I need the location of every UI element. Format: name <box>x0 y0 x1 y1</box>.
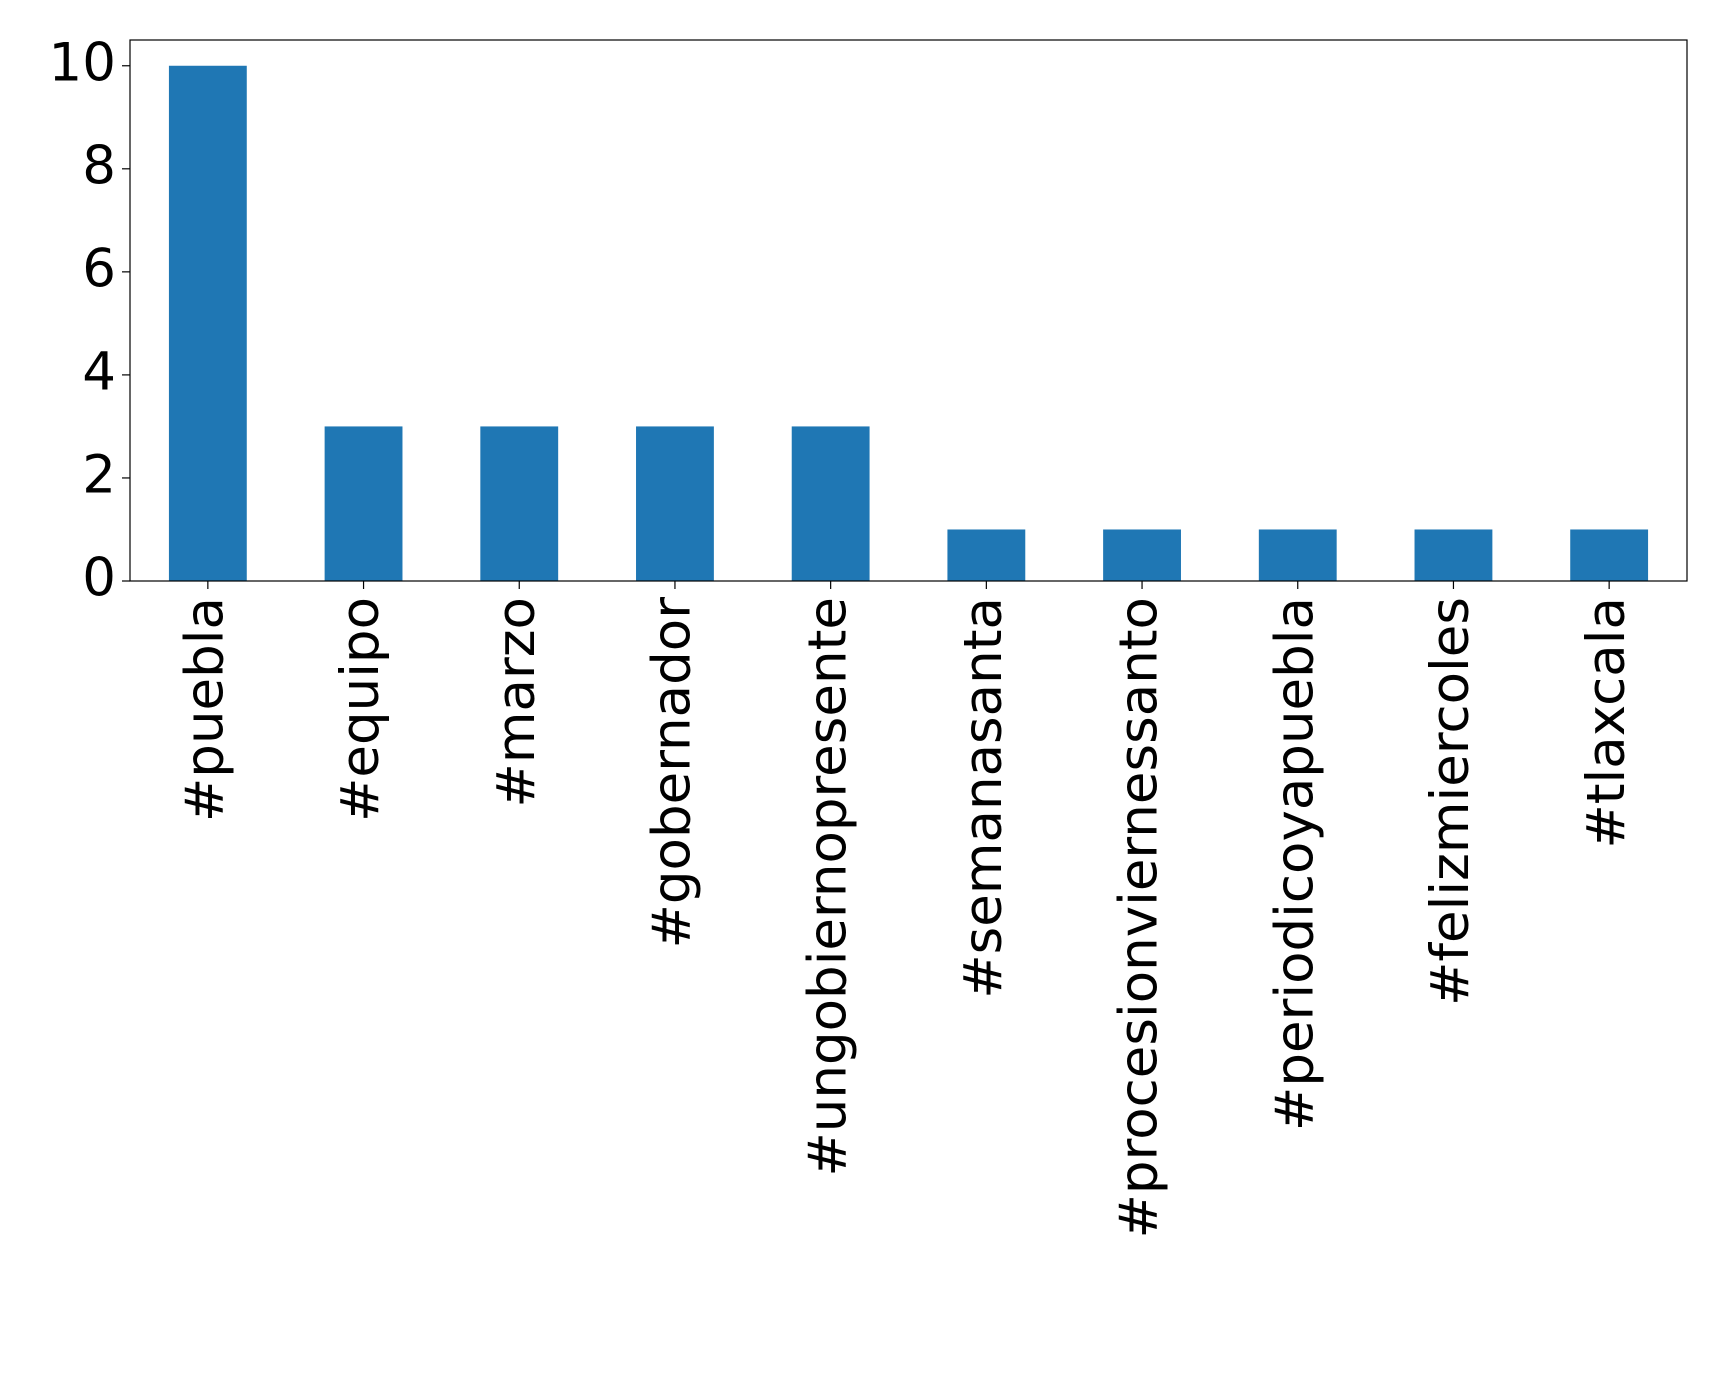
y-tick-label: 0 <box>82 548 116 609</box>
x-tick-label: #marzo <box>486 597 547 808</box>
bar <box>636 426 714 581</box>
bar <box>1258 529 1337 581</box>
bar <box>324 426 403 581</box>
y-tick-label: 2 <box>82 445 116 506</box>
x-tick-label: #puebla <box>174 597 235 822</box>
y-tick-label: 8 <box>82 135 116 196</box>
bar <box>947 529 1026 581</box>
bar <box>1103 529 1181 581</box>
bar <box>1414 529 1493 581</box>
x-tick-label: #gobernador <box>642 597 703 949</box>
y-tick-label: 6 <box>82 238 116 299</box>
bar <box>791 426 870 581</box>
x-tick-label: #equipo <box>330 597 391 822</box>
y-tick-label: 4 <box>82 342 116 403</box>
x-tick-label: #periodicoyapuebla <box>1264 597 1325 1131</box>
x-tick-label: #procesionviernessanto <box>1109 597 1170 1238</box>
x-tick-label: #semanasanta <box>953 597 1014 999</box>
bar <box>480 426 559 581</box>
x-tick-label: #ungobiernopresente <box>797 597 858 1177</box>
x-tick-label: #tlaxcala <box>1576 597 1637 849</box>
axes-frame <box>129 39 1688 582</box>
bar <box>1570 529 1649 581</box>
y-tick-label: 10 <box>49 32 116 93</box>
bar <box>168 65 247 581</box>
x-tick-label: #felizmiercoles <box>1420 597 1481 1006</box>
